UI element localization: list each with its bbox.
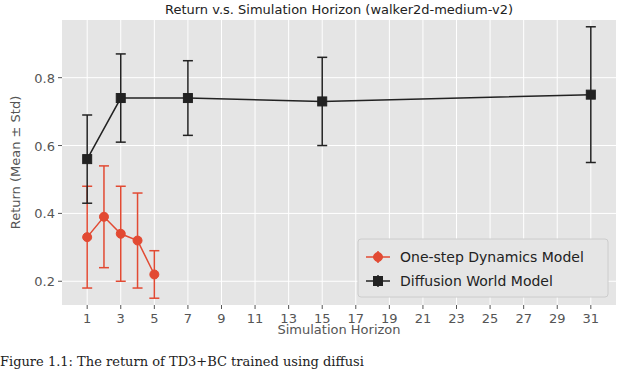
- error-bar: [116, 54, 126, 142]
- tick-mark: [590, 305, 591, 309]
- grid-line: [120, 20, 121, 305]
- plot-marks: [82, 27, 596, 298]
- plot-background: [62, 20, 616, 305]
- error-bar: [116, 186, 126, 281]
- grid-line: [322, 20, 323, 305]
- error-bar: [183, 61, 193, 136]
- data-point: [183, 94, 192, 103]
- grid-line: [62, 145, 616, 146]
- data-point: [586, 90, 595, 99]
- tick-label: 0.4: [34, 206, 55, 221]
- data-point: [99, 212, 108, 221]
- tick-mark: [187, 305, 188, 309]
- tick-mark: [120, 305, 121, 309]
- tick-label: 0.8: [34, 71, 55, 86]
- data-point: [116, 229, 125, 238]
- grid-line: [255, 20, 256, 305]
- data-point: [150, 270, 159, 279]
- legend-label: Diffusion World Model: [400, 273, 553, 289]
- y-label: Return (Mean ± Std): [8, 96, 23, 230]
- data-point: [116, 94, 125, 103]
- tick-label: 29: [549, 311, 566, 326]
- legend-box: [358, 239, 608, 297]
- grid-line: [355, 20, 356, 305]
- grid-line: [221, 20, 222, 305]
- data-point: [318, 97, 327, 106]
- tick-label: 0.6: [34, 139, 55, 154]
- chart: 1357911131517192123252729310.20.40.60.8R…: [0, 0, 626, 372]
- tick-mark: [221, 305, 222, 309]
- tick-label: 7: [184, 311, 192, 326]
- tick-mark: [154, 305, 155, 309]
- tick-mark: [557, 305, 558, 309]
- error-bar: [149, 251, 159, 299]
- tick-mark: [523, 305, 524, 309]
- tick-mark: [58, 213, 62, 214]
- tick-mark: [389, 305, 390, 309]
- tick-label: 31: [583, 311, 600, 326]
- title: Return v.s. Simulation Horizon (walker2d…: [165, 2, 513, 17]
- grid-line: [62, 213, 616, 214]
- tick-mark: [322, 305, 323, 309]
- tick-mark: [422, 305, 423, 309]
- data-point: [83, 233, 92, 242]
- x-label: Simulation Horizon: [277, 322, 400, 337]
- tick-label: 9: [217, 311, 225, 326]
- tick-mark: [58, 77, 62, 78]
- tick-mark: [456, 305, 457, 309]
- data-point: [133, 236, 142, 245]
- error-bar: [133, 193, 143, 288]
- tick-label: 23: [448, 311, 465, 326]
- data-point: [83, 155, 92, 164]
- tick-label: 1: [83, 311, 91, 326]
- tick-mark: [58, 145, 62, 146]
- legend-marker: [374, 253, 383, 262]
- legend: One-step Dynamics Model Diffusion World M…: [358, 239, 608, 297]
- grid-line: [62, 77, 616, 78]
- tick-mark: [288, 305, 289, 309]
- grid-line: [154, 20, 155, 305]
- tick-mark: [87, 305, 88, 309]
- tick-label: 21: [415, 311, 432, 326]
- tick-label: 0.2: [34, 274, 55, 289]
- error-bar: [82, 115, 92, 203]
- tick-mark: [58, 281, 62, 282]
- tick-label: 3: [117, 311, 125, 326]
- tick-label: 25: [482, 311, 499, 326]
- tick-label: 11: [247, 311, 264, 326]
- grid-line: [288, 20, 289, 305]
- tick-mark: [490, 305, 491, 309]
- tick-label: 27: [515, 311, 532, 326]
- grid-line: [187, 20, 188, 305]
- tick-mark: [355, 305, 356, 309]
- error-bar: [586, 27, 596, 163]
- error-bar: [99, 166, 109, 268]
- error-bar: [317, 57, 327, 145]
- tick-label: 5: [150, 311, 158, 326]
- caption: Figure 1.1: The return of TD3+BC trained…: [0, 354, 364, 369]
- legend-label: One-step Dynamics Model: [400, 249, 584, 265]
- series-line: [87, 95, 591, 159]
- tick-mark: [255, 305, 256, 309]
- legend-marker: [374, 277, 383, 286]
